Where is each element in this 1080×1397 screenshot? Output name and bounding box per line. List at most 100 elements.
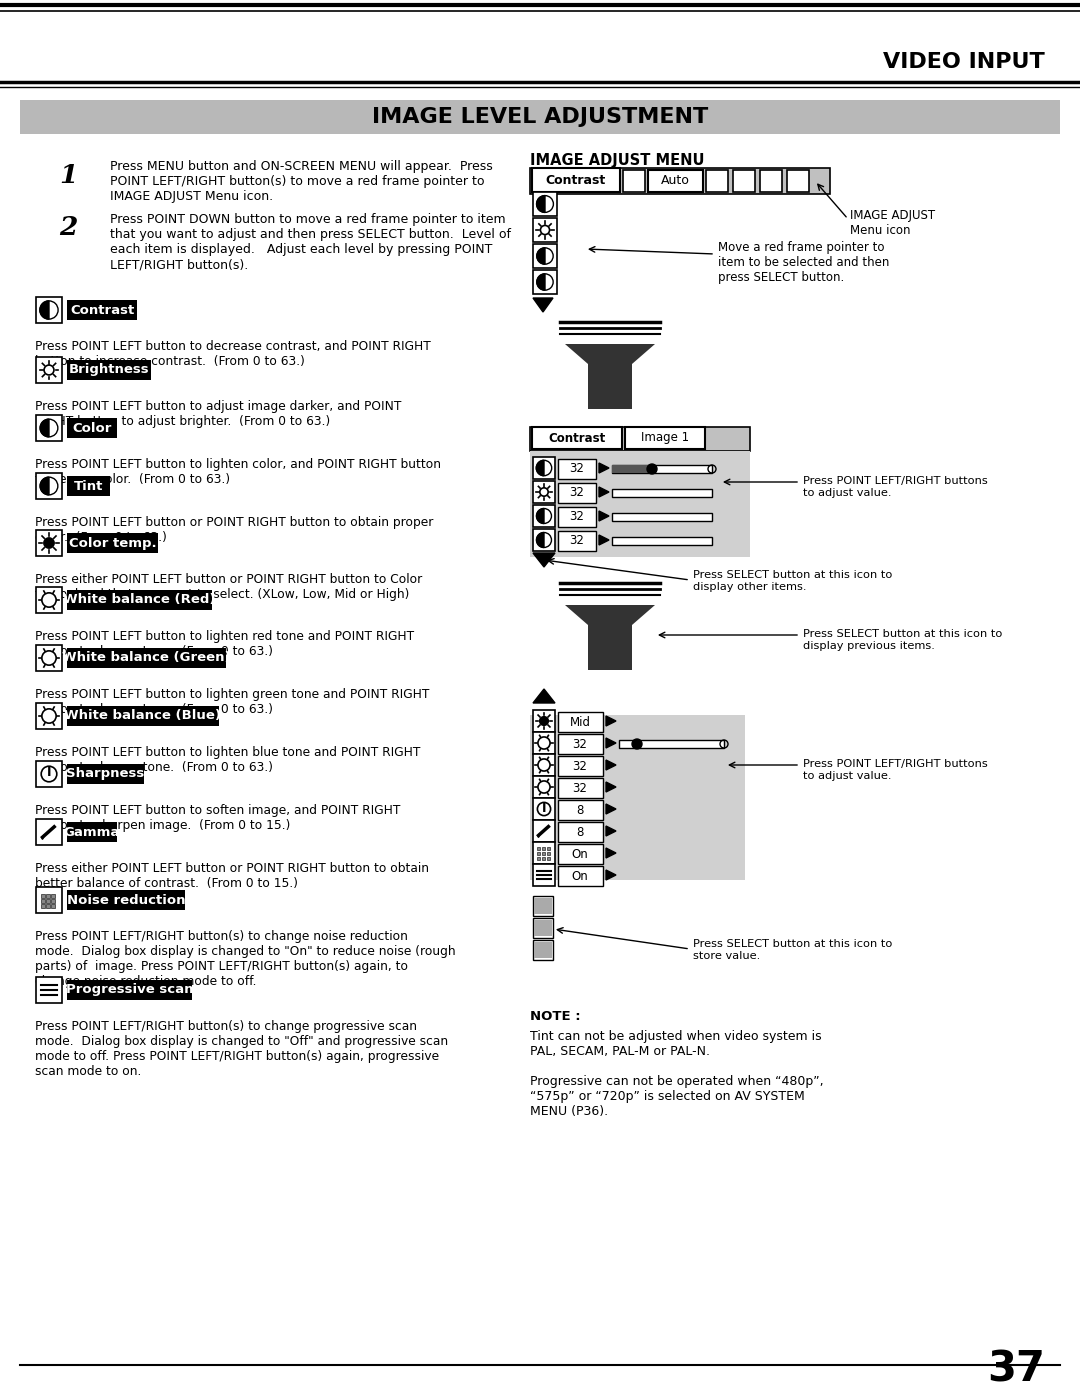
Text: Color temp.: Color temp. [69, 536, 157, 549]
Bar [67, 981, 192, 1000]
Text: NOTE :: NOTE : [530, 1010, 581, 1023]
Bar [542, 848, 545, 851]
Bar [36, 977, 62, 1003]
Bar [534, 918, 553, 937]
Text: Noise reduction: Noise reduction [67, 894, 186, 907]
Bar [36, 358, 62, 383]
Bar [67, 821, 117, 842]
Text: White balance (Green): White balance (Green) [62, 651, 231, 665]
Bar [530, 715, 745, 880]
Bar [648, 170, 703, 191]
Text: Contrast: Contrast [549, 432, 606, 444]
Bar [36, 887, 62, 914]
Bar [558, 460, 596, 479]
Bar [67, 476, 110, 496]
Bar [67, 360, 151, 380]
Bar [530, 451, 750, 557]
Text: IMAGE ADJUST
Menu icon: IMAGE ADJUST Menu icon [850, 210, 935, 237]
Bar [534, 898, 552, 914]
Bar [67, 300, 137, 320]
Bar [36, 474, 62, 499]
Text: Press POINT DOWN button to move a red frame pointer to item
that you want to adj: Press POINT DOWN button to move a red fr… [110, 212, 511, 271]
Bar [534, 820, 555, 842]
Circle shape [632, 739, 642, 749]
Bar [52, 894, 55, 897]
Bar [534, 863, 555, 886]
Text: 1: 1 [58, 163, 77, 189]
Text: Press POINT LEFT/RIGHT button(s) to change progressive scan
mode.  Dialog box di: Press POINT LEFT/RIGHT button(s) to chan… [35, 1020, 448, 1078]
Text: Press POINT LEFT/RIGHT button(s) to change noise reduction
mode.  Dialog box dis: Press POINT LEFT/RIGHT button(s) to chan… [35, 930, 456, 988]
Text: Press POINT LEFT button to lighten green tone and POINT RIGHT
button to deeper t: Press POINT LEFT button to lighten green… [35, 687, 430, 717]
Bar [558, 844, 603, 863]
Text: Press POINT LEFT button to adjust image darker, and POINT
RIGHT button to adjust: Press POINT LEFT button to adjust image … [35, 400, 402, 427]
Text: 32: 32 [572, 738, 588, 750]
Text: 2: 2 [58, 215, 77, 240]
Bar [558, 507, 596, 527]
Bar [538, 856, 540, 859]
Bar [558, 800, 603, 820]
Polygon shape [565, 605, 654, 671]
Text: Mid: Mid [569, 715, 591, 728]
Polygon shape [606, 848, 616, 858]
Bar [67, 705, 219, 726]
Bar [46, 904, 50, 908]
Bar [787, 170, 809, 191]
Bar [534, 895, 553, 916]
Text: Move a red frame pointer to
item to be selected and then
press SELECT button.: Move a red frame pointer to item to be s… [718, 242, 889, 284]
Polygon shape [40, 478, 49, 495]
Bar [538, 852, 540, 855]
Polygon shape [606, 760, 616, 770]
Bar [534, 504, 555, 527]
Bar [558, 733, 603, 754]
Bar [67, 764, 145, 784]
Bar [67, 648, 226, 668]
Bar [558, 712, 603, 732]
Text: Press either POINT LEFT button or POINT RIGHT button to Color
temp. level that y: Press either POINT LEFT button or POINT … [35, 573, 422, 601]
Bar [534, 921, 552, 936]
Polygon shape [534, 689, 555, 703]
Polygon shape [606, 782, 616, 792]
Bar [612, 513, 712, 521]
Bar [52, 904, 55, 908]
Bar [706, 170, 728, 191]
Text: Press MENU button and ON-SCREEN MENU will appear.  Press
POINT LEFT/RIGHT button: Press MENU button and ON-SCREEN MENU wil… [110, 161, 492, 203]
Text: 32: 32 [569, 535, 584, 548]
Bar [46, 900, 50, 902]
Bar [534, 191, 557, 217]
Bar [52, 900, 55, 902]
Bar [534, 457, 555, 479]
Text: Press SELECT button at this icon to
display previous items.: Press SELECT button at this icon to disp… [804, 629, 1002, 651]
Bar [532, 427, 622, 448]
Text: Progressive scan: Progressive scan [66, 983, 193, 996]
Polygon shape [537, 247, 545, 264]
Text: Press POINT LEFT/RIGHT buttons
to adjust value.: Press POINT LEFT/RIGHT buttons to adjust… [804, 476, 988, 497]
Bar [36, 298, 62, 323]
Bar [558, 821, 603, 842]
Text: On: On [571, 869, 589, 883]
Bar [530, 168, 831, 194]
Bar [760, 170, 782, 191]
Bar [534, 940, 553, 960]
Text: 8: 8 [577, 803, 583, 816]
Polygon shape [40, 419, 49, 437]
Bar [612, 536, 712, 545]
Polygon shape [599, 535, 609, 545]
Bar [67, 590, 212, 610]
Text: On: On [571, 848, 589, 861]
Bar [67, 418, 117, 439]
Text: 32: 32 [569, 510, 584, 524]
Bar [534, 775, 555, 798]
Text: Color: Color [72, 422, 111, 434]
Bar [619, 740, 724, 747]
Bar [67, 534, 158, 553]
Polygon shape [599, 462, 609, 474]
Polygon shape [537, 274, 545, 291]
Text: Contrast: Contrast [70, 303, 134, 317]
Text: Press POINT LEFT button or POINT RIGHT button to obtain proper
color.  (From 0 t: Press POINT LEFT button or POINT RIGHT b… [35, 515, 433, 543]
Text: Press SELECT button at this icon to
store value.: Press SELECT button at this icon to stor… [693, 939, 892, 961]
Text: Press SELECT button at this icon to
display other items.: Press SELECT button at this icon to disp… [693, 570, 892, 591]
Text: IMAGE ADJUST MENU: IMAGE ADJUST MENU [530, 154, 704, 168]
Polygon shape [565, 344, 654, 409]
Bar [558, 778, 603, 798]
Bar [36, 645, 62, 671]
